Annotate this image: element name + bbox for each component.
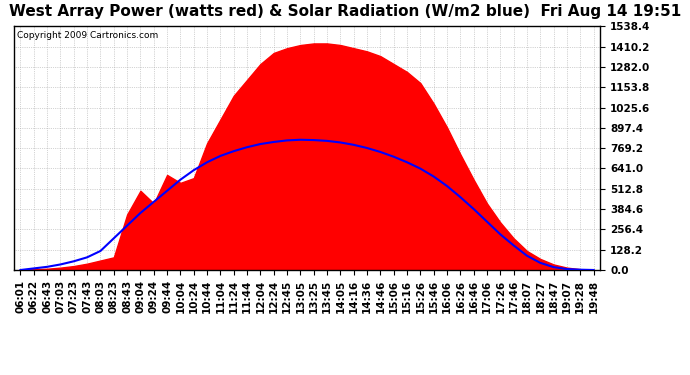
Text: West Array Power (watts red) & Solar Radiation (W/m2 blue)  Fri Aug 14 19:51: West Array Power (watts red) & Solar Rad…	[9, 4, 681, 19]
Text: Copyright 2009 Cartronics.com: Copyright 2009 Cartronics.com	[17, 31, 158, 40]
